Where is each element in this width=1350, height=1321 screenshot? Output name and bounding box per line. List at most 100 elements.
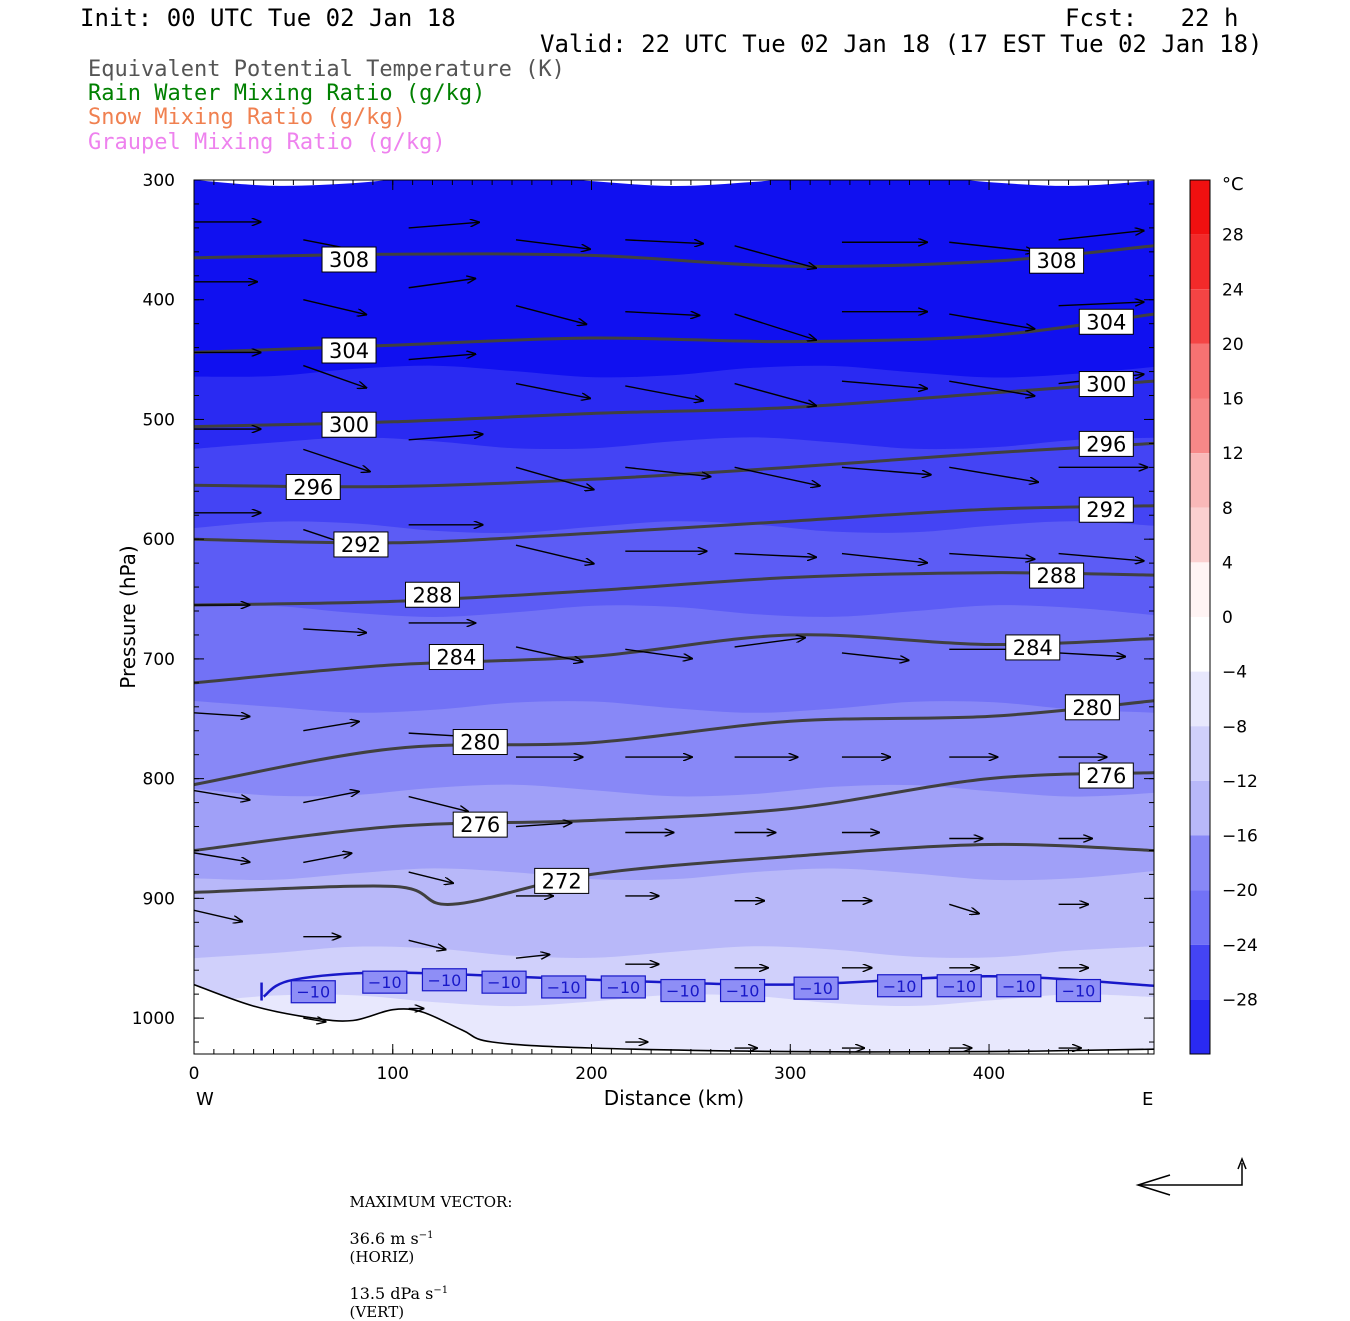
colorbar-swatch	[1190, 562, 1210, 617]
x-end-label-west: W	[196, 1089, 214, 1110]
theta-e-label-box	[321, 411, 377, 438]
x-tick-label: 100	[377, 1064, 409, 1084]
x-end-label-east: E	[1142, 1089, 1153, 1110]
temperature-label-box	[362, 970, 408, 994]
wind-vector	[734, 466, 820, 486]
theta-e-label: 288	[412, 583, 452, 607]
wind-vector	[408, 871, 453, 883]
legend-rain-water: Rain Water Mixing Ratio (g/kg)	[88, 81, 486, 106]
colorbar-tick-label: 8	[1222, 499, 1233, 519]
temperature-label: −10	[1062, 982, 1096, 1001]
colorbar-tick-label: −4	[1222, 663, 1247, 683]
colorbar-swatch	[1190, 453, 1210, 508]
colorbar-tick-label: −24	[1222, 936, 1258, 956]
temperature-label-box	[421, 968, 468, 992]
wind-vector	[949, 380, 1034, 396]
x-tick-label: 200	[575, 1064, 607, 1084]
colorbar-tick-label: 28	[1222, 226, 1244, 246]
wind-vector	[408, 222, 479, 229]
legend-snow: Snow Mixing Ratio (g/kg)	[88, 105, 406, 130]
plot-frame	[193, 179, 1155, 1055]
wind-vector	[841, 652, 909, 660]
legend-theta-e: Equivalent Potential Temperature (K)	[88, 57, 565, 82]
wind-vector	[734, 382, 816, 406]
y-tick-label: 800	[143, 770, 175, 790]
colorbar-swatch	[1190, 835, 1210, 891]
temperature-label-box	[876, 974, 923, 998]
wind-vector	[1058, 231, 1144, 241]
theta-e-label-box	[285, 473, 341, 500]
horiz-exponent: −1	[418, 1230, 434, 1241]
wind-vector	[1058, 302, 1144, 307]
forecast-hour: Fcst: 22 h	[1065, 4, 1239, 32]
wind-vector	[1058, 552, 1144, 561]
theta-e-label-box	[1078, 371, 1134, 398]
y-tick-label: 400	[143, 291, 175, 311]
vert-exponent: −1	[433, 1285, 449, 1296]
wind-vector	[515, 955, 549, 959]
wind-vectors	[194, 222, 1147, 1048]
colorbar-tick-label: 12	[1222, 444, 1244, 464]
wind-vector	[303, 448, 370, 471]
axes: 0 100 200 300 400 300 400 500 600 700 800 900 1000	[132, 171, 1154, 1084]
theta-e-label-box	[321, 337, 377, 364]
colorbar-tick-label: −28	[1222, 990, 1258, 1010]
vert-value: 13.5 dPa s	[349, 1284, 434, 1303]
y-tick-label: 1000	[132, 1009, 175, 1029]
wind-vector	[408, 434, 483, 441]
theta-e-label-box	[321, 246, 377, 273]
wind-vector	[303, 1018, 325, 1022]
wind-vector	[303, 721, 359, 732]
theta-e-contour-280	[194, 699, 1154, 787]
theta-e-label-box	[333, 531, 389, 558]
wind-vector	[625, 312, 699, 316]
temperature-label: −10	[428, 971, 462, 990]
horiz-tag: (HORIZ)	[349, 1248, 415, 1266]
x-tick-label: 400	[973, 1064, 1005, 1084]
wind-vector	[515, 823, 572, 827]
colorbar-swatch	[1190, 507, 1210, 563]
theta-e-label: 284	[1013, 636, 1053, 660]
wind-vector	[734, 245, 816, 268]
theta-e-label-box	[1078, 430, 1134, 457]
wind-vector	[408, 279, 476, 289]
wind-vector	[408, 939, 446, 949]
colorbar-swatch	[1190, 890, 1210, 945]
wind-vector	[194, 789, 250, 800]
theta-e-label: 276	[460, 813, 500, 837]
temperature-label-box	[660, 978, 706, 1003]
temperature-fill	[194, 180, 1154, 1054]
colorbar-swatch	[1190, 671, 1210, 727]
temperature-label: −10	[726, 982, 760, 1001]
theta-e-label: 304	[1086, 310, 1126, 334]
colorbar-swatch	[1190, 398, 1210, 454]
temperature-label-box	[719, 978, 766, 1003]
theta-e-label-box	[405, 581, 461, 608]
theta-e-contour-276	[194, 771, 1154, 852]
theta-e-label: 292	[341, 533, 381, 557]
wind-vector	[841, 552, 927, 563]
theta-e-label-box	[1064, 694, 1120, 721]
theta-e-label: 300	[329, 413, 369, 437]
theta-e-label-box	[1078, 496, 1134, 523]
y-tick-label: 300	[143, 171, 175, 191]
legend-graupel: Graupel Mixing Ratio (g/kg)	[88, 130, 446, 155]
wind-vector	[515, 466, 594, 489]
theta-e-label: 288	[1037, 564, 1077, 588]
wind-vector	[841, 466, 931, 474]
theta-e-contour-272	[194, 842, 1154, 906]
theta-e-label: 296	[1086, 432, 1126, 456]
valid-time: Valid: 22 UTC Tue 02 Jan 18 (17 EST Tue …	[540, 30, 1263, 58]
colorbar-swatch	[1190, 780, 1210, 836]
colorbar-swatch	[1190, 999, 1210, 1054]
temperature-label: −10	[883, 977, 917, 996]
colorbar-swatch	[1190, 180, 1210, 235]
colorbar-unit: °C	[1222, 174, 1244, 195]
theta-e-label: 308	[1037, 249, 1077, 273]
max-vector-label: MAXIMUM VECTOR:	[349, 1193, 513, 1211]
wind-vector	[734, 313, 816, 340]
colorbar-tick-label: 4	[1222, 553, 1233, 573]
theta-e-label: 280	[1072, 696, 1112, 720]
wind-vector	[949, 552, 1034, 560]
colorbar-tick-label: −8	[1222, 717, 1247, 737]
